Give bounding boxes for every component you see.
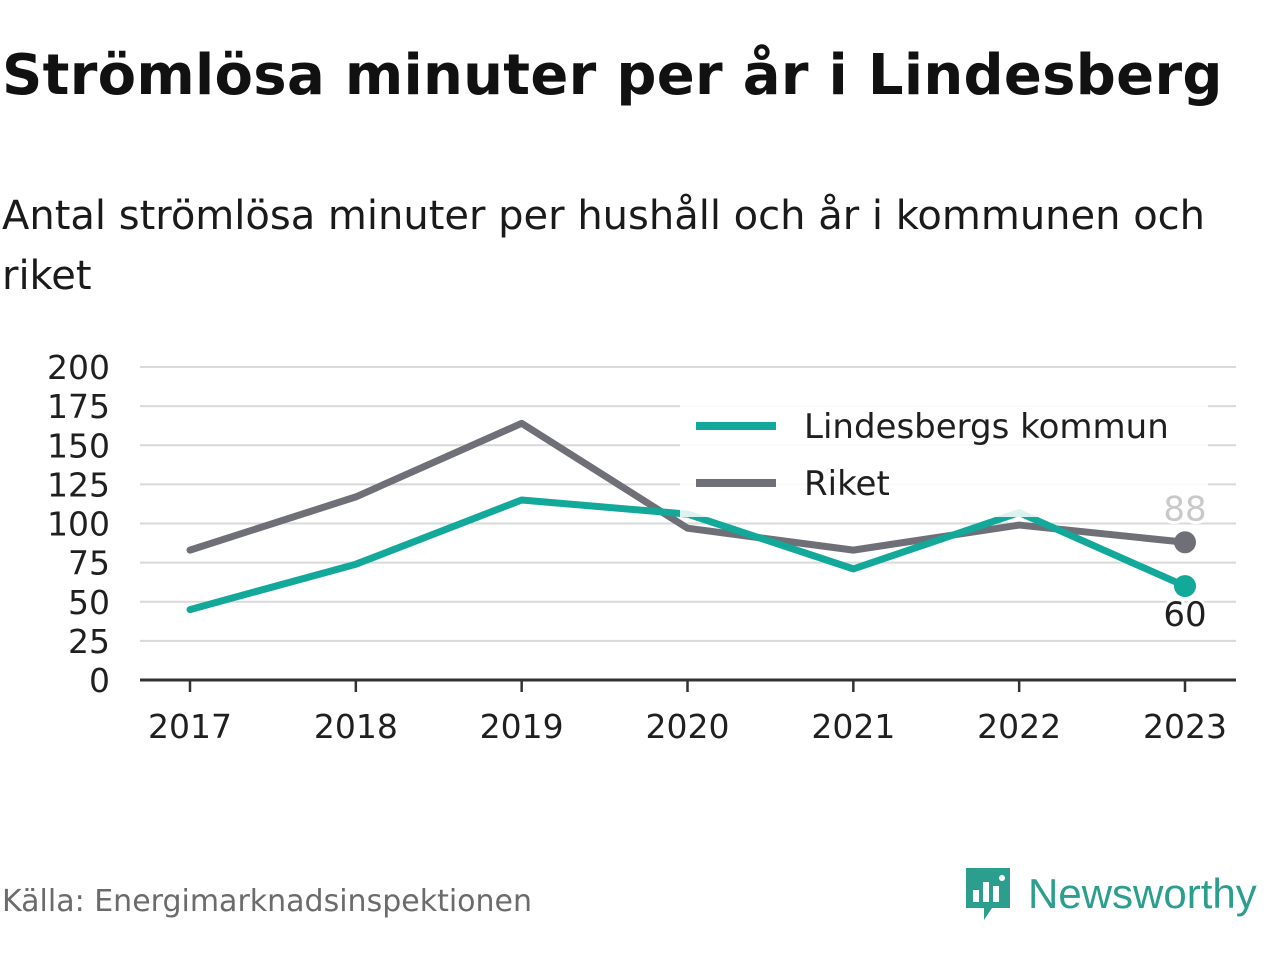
x-tick-label: 2017 xyxy=(148,707,232,746)
series-endpoint-lindesberg xyxy=(1174,575,1196,598)
newsworthy-logo-icon xyxy=(966,868,1010,920)
chart-subtitle: Antal strömlösa minuter per hushåll och … xyxy=(2,193,1206,299)
legend: Lindesbergs kommun Riket xyxy=(680,405,1208,517)
brand-name: Newsworthy xyxy=(1028,870,1257,917)
x-tick-label: 2021 xyxy=(811,707,895,746)
x-tick-label: 2022 xyxy=(977,707,1061,746)
y-tick-label: 100 xyxy=(47,505,110,544)
brand-logo[interactable]: Newsworthy xyxy=(962,864,1257,924)
legend-label: Lindesbergs kommun xyxy=(804,407,1169,447)
series-line-riket xyxy=(186,419,1189,554)
x-tick-label: 2019 xyxy=(480,707,564,746)
y-tick-label: 150 xyxy=(47,426,110,465)
y-tick-label: 0 xyxy=(89,661,110,700)
x-tick-label: 2023 xyxy=(1143,707,1227,746)
y-tick-label: 25 xyxy=(68,622,110,661)
end-label-lindesberg: 60 xyxy=(1163,595,1206,635)
y-tick-label: 125 xyxy=(47,465,110,504)
end-labels: 88 60 xyxy=(1160,486,1209,638)
y-tick-label: 200 xyxy=(47,348,110,387)
chart-title: Strömlösa minuter per år i Lindesberg xyxy=(2,43,1223,108)
y-tick-label: 50 xyxy=(68,583,110,622)
x-axis: 2017 2018 2019 2020 2021 2022 2023 xyxy=(140,678,1236,746)
x-tick-label: 2020 xyxy=(646,707,730,746)
x-tick-label: 2018 xyxy=(314,707,398,746)
y-tick-label: 175 xyxy=(47,387,110,426)
source-note: Källa: Energimarknadsinspektionen xyxy=(2,884,533,919)
y-tick-label: 75 xyxy=(68,544,110,583)
end-label-riket: 88 xyxy=(1163,489,1206,529)
legend-label: Riket xyxy=(804,464,890,504)
series-endpoint-riket xyxy=(1174,531,1196,554)
